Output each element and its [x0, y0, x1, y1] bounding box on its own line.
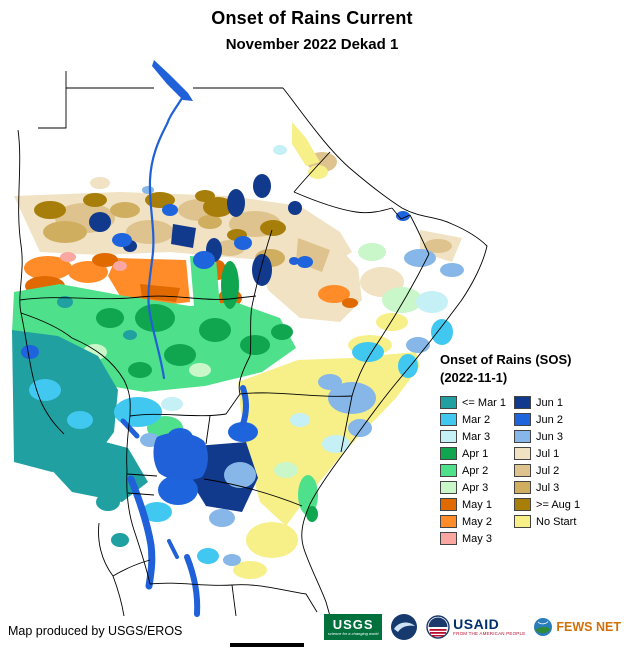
- legend-swatch-mar2: [440, 413, 457, 426]
- map-region-apr1: [96, 261, 318, 522]
- legend-swatch-apr1: [440, 447, 457, 460]
- legend-column-left: <= Mar 1 Mar 2 Mar 3 Apr 1 Apr 2 Apr 3 M…: [440, 394, 506, 547]
- legend-swatch-jun2: [514, 413, 532, 426]
- legend-item-jul2: Jul 2: [514, 462, 580, 479]
- legend-columns: <= Mar 1 Mar 2 Mar 3 Apr 1 Apr 2 Apr 3 M…: [440, 394, 624, 547]
- legend-item-may3: May 3: [440, 530, 506, 547]
- legend-item-nostart: No Start: [514, 513, 580, 530]
- legend-column-right: Jun 1 Jun 2 Jun 3 Jul 1 Jul 2 Jul 3 >= A…: [514, 394, 580, 547]
- legend-item-jun2: Jun 2: [514, 411, 580, 428]
- legend-item-may1: May 1: [440, 496, 506, 513]
- fewsnet-logo: FEWS NET: [533, 617, 621, 637]
- usgs-logo-tagline: science for a changing world: [327, 631, 379, 636]
- legend-item-apr3: Apr 3: [440, 479, 506, 496]
- legend-item-mar2: Mar 2: [440, 411, 506, 428]
- legend-item-apr2: Apr 2: [440, 462, 506, 479]
- footer-logos: USGS science for a changing world USAID …: [324, 610, 621, 644]
- legend-swatch-jul1: [514, 447, 532, 460]
- legend-swatch-nostart: [514, 515, 532, 528]
- legend-swatch-jul3: [514, 481, 532, 494]
- map-borders: [17, 71, 488, 617]
- usaid-logo-text: USAID: [453, 616, 500, 633]
- legend-swatch-jun1: [514, 396, 532, 409]
- legend-item-mar1: <= Mar 1: [440, 394, 506, 411]
- legend-swatch-apr3: [440, 481, 457, 494]
- legend-swatch-jun3: [514, 430, 532, 443]
- legend-swatch-may2: [440, 515, 457, 528]
- legend-swatch-mar3: [440, 430, 457, 443]
- legend-swatch-mar1: [440, 396, 457, 409]
- legend-item-jun1: Jun 1: [514, 394, 580, 411]
- legend-item-mar3: Mar 3: [440, 428, 506, 445]
- map-region-jun1: [89, 174, 302, 512]
- legend-swatch-may3: [440, 532, 457, 545]
- page-title: Onset of Rains Current: [211, 8, 413, 28]
- usaid-logo-tagline: FROM THE AMERICAN PEOPLE: [453, 631, 526, 637]
- legend-item-may2: May 2: [440, 513, 506, 530]
- usaid-emblem-icon: [426, 615, 450, 639]
- page-subtitle: November 2022 Dekad 1: [225, 36, 399, 53]
- map-rivers: [120, 93, 249, 617]
- legend: Onset of Rains (SOS) (2022-11-1) <= Mar …: [440, 352, 624, 547]
- usgs-logo: USGS science for a changing world: [324, 614, 383, 640]
- legend-item-jul3: Jul 3: [514, 479, 580, 496]
- legend-subtitle: (2022-11-1): [440, 370, 508, 385]
- legend-item-jul1: Jul 1: [514, 445, 580, 462]
- fewsnet-globe-icon: [534, 618, 553, 636]
- legend-title: Onset of Rains (SOS): [440, 352, 572, 367]
- legend-item-jun3: Jun 3: [514, 428, 580, 445]
- legend-item-aug1: >= Aug 1: [514, 496, 580, 513]
- map-region-mar1: [12, 296, 148, 547]
- legend-item-apr1: Apr 1: [440, 445, 506, 462]
- legend-swatch-apr2: [440, 464, 457, 477]
- fewsnet-logo-text: FEWS NET: [556, 620, 621, 634]
- legend-swatch-may1: [440, 498, 457, 511]
- map-credit: Map produced by USGS/EROS: [8, 624, 183, 638]
- map-region-mar2: [29, 319, 453, 564]
- legend-swatch-jul2: [514, 464, 532, 477]
- legend-swatch-aug1: [514, 498, 532, 511]
- map-region-apr3: [83, 243, 422, 478]
- bottom-border-fragment: [230, 643, 304, 647]
- noaa-logo-icon: [391, 614, 418, 640]
- usaid-logo: USAID FROM THE AMERICAN PEOPLE: [426, 615, 525, 639]
- map-region-may3: [60, 252, 127, 271]
- usgs-logo-text: USGS: [332, 617, 374, 632]
- map-region-jun3: [140, 186, 464, 566]
- map-lakes: [152, 60, 299, 481]
